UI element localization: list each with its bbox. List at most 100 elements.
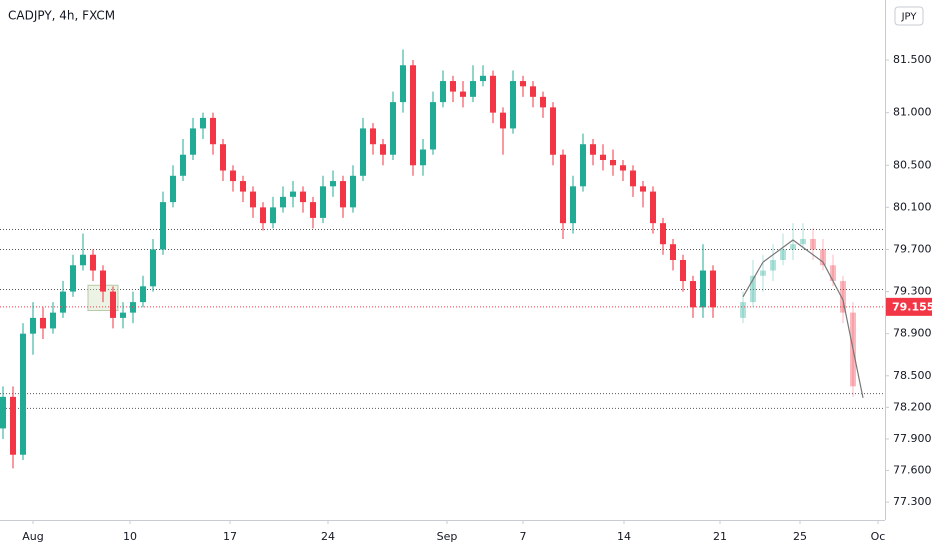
candle-body <box>480 75 486 82</box>
candle-body <box>450 81 456 92</box>
candle-body <box>660 223 666 245</box>
candle-body <box>170 175 176 203</box>
y-tick-label: 77.300 <box>893 495 932 508</box>
candle-body <box>130 302 136 313</box>
projection-curve <box>742 239 864 399</box>
candle-body <box>340 181 346 208</box>
candle-body <box>310 202 316 218</box>
candle-body <box>350 175 356 208</box>
candle-body <box>550 107 556 155</box>
candle-body <box>390 102 396 155</box>
candle-body <box>40 317 46 329</box>
candle-body <box>650 191 656 224</box>
candle-body <box>270 207 276 224</box>
candle-body <box>810 238 816 250</box>
y-tick-label: 77.600 <box>893 464 932 477</box>
candle-body <box>120 312 126 318</box>
last-price-tag <box>886 297 932 316</box>
candle-body <box>680 260 686 282</box>
candle-body <box>500 112 506 129</box>
candle-body <box>320 186 326 218</box>
x-tick-label: 14 <box>617 530 631 543</box>
candle-body <box>20 333 26 455</box>
candle-body <box>160 202 166 250</box>
x-tick-label: 24 <box>321 530 335 543</box>
candle-body <box>240 181 246 192</box>
x-tick-label: 25 <box>793 530 807 543</box>
y-tick-label: 80.100 <box>893 200 932 213</box>
candle-body <box>570 186 576 224</box>
candle-body <box>60 291 66 313</box>
currency-badge[interactable] <box>894 6 924 26</box>
candle-body <box>260 207 266 224</box>
candle-body <box>420 149 426 166</box>
candle-body <box>440 81 446 103</box>
candle-body <box>620 165 626 171</box>
candle-body <box>50 312 56 329</box>
candle-body <box>520 81 526 87</box>
x-tick-label: Oc <box>871 530 886 543</box>
y-tick-label: 78.200 <box>893 400 932 413</box>
candle-body <box>630 170 636 187</box>
candle-body <box>830 265 836 282</box>
candle-body <box>200 117 206 129</box>
candle-body <box>820 249 826 266</box>
candle-body <box>560 154 566 224</box>
candle-body <box>150 249 156 287</box>
candle-body <box>700 270 706 308</box>
candle-body <box>710 270 716 308</box>
x-tick-label: 21 <box>713 530 727 543</box>
candle-body <box>280 196 286 208</box>
x-tick-label: Sep <box>437 530 458 543</box>
y-tick-label: 79.300 <box>893 285 932 298</box>
candle-body <box>400 65 406 103</box>
candle-body <box>330 181 336 187</box>
candle-body <box>300 191 306 203</box>
candle-body <box>370 128 376 145</box>
candle-body <box>750 275 756 303</box>
candle-body <box>30 317 36 334</box>
candle-body <box>10 396 16 455</box>
x-tick-label: 7 <box>520 530 527 543</box>
candle-body <box>780 249 786 260</box>
candle-body <box>600 154 606 160</box>
y-tick-label: 78.500 <box>893 369 932 382</box>
candle-body <box>640 186 646 192</box>
candle-body <box>790 244 796 250</box>
candle-body <box>530 86 536 97</box>
candle-body <box>580 144 586 187</box>
candle-body <box>800 238 806 245</box>
candle-body <box>140 286 146 303</box>
candle-body <box>610 160 616 166</box>
x-tick-label: 10 <box>123 530 137 543</box>
candle-body <box>230 170 236 182</box>
y-tick-label: 78.900 <box>893 327 932 340</box>
candle-body <box>250 191 256 208</box>
candle-body <box>90 254 96 271</box>
candle-body <box>690 281 696 308</box>
candle-body <box>80 254 86 266</box>
last-price-label: 79.155 <box>892 300 932 313</box>
x-tick-label: Aug <box>22 530 43 543</box>
y-tick-label: 81.000 <box>893 106 932 119</box>
y-tick-label: 79.700 <box>893 242 932 255</box>
candle-body <box>380 144 386 155</box>
candle-body <box>0 396 6 429</box>
chart-title: CADJPY, 4h, FXCM <box>8 9 115 23</box>
candle-body <box>490 75 496 113</box>
y-tick-label: 81.500 <box>893 53 932 66</box>
candle-body <box>760 270 766 276</box>
candle-body <box>840 281 846 313</box>
y-tick-label: 80.500 <box>893 158 932 171</box>
candle-body <box>70 265 76 292</box>
candle-body <box>430 102 436 150</box>
candle-body <box>190 128 196 155</box>
x-tick-label: 17 <box>223 530 237 543</box>
candle-body <box>740 302 746 318</box>
candle-body <box>100 270 106 292</box>
candle-body <box>360 128 366 176</box>
y-tick-label: 77.900 <box>893 432 932 445</box>
candle-body <box>180 154 186 176</box>
